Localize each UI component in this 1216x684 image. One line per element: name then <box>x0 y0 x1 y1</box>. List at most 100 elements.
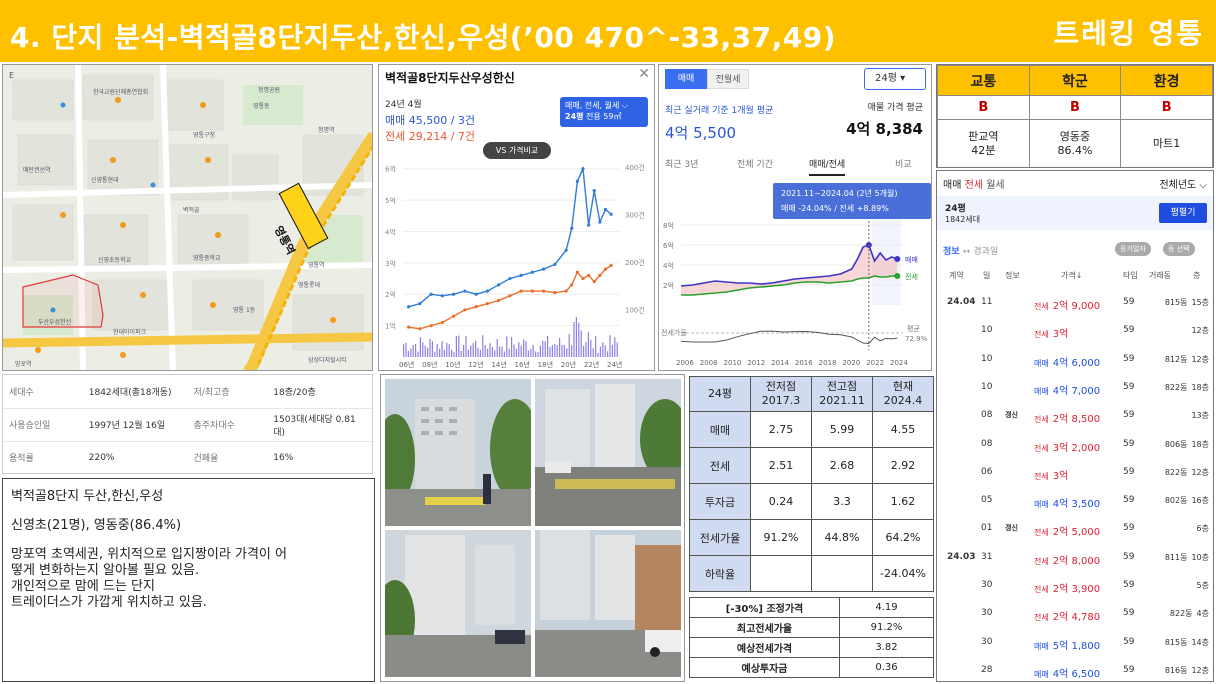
volume-bar <box>415 343 417 357</box>
summary-value: 3.82 <box>839 637 934 658</box>
price-cell: 2.75 <box>750 411 812 448</box>
memo-line: 신영초(21명), 영동중(86.4%) <box>11 518 182 533</box>
volume-bar <box>515 348 517 357</box>
transaction-row[interactable]: 08 59 806동 18층 전세 3억 2,000 <box>937 431 1213 459</box>
price-cell: 3.3 <box>811 483 873 520</box>
location-map[interactable]: 한국교원단체총연합회 영통동 청명역 매탄권선역 영통구청 신영통현대 벽적골 … <box>2 64 373 371</box>
data-point <box>429 324 433 328</box>
data-point <box>497 298 501 303</box>
size-select[interactable]: 24평 ▾ <box>864 68 926 90</box>
volume-bar <box>616 342 618 357</box>
map-label: 현대아이파크 <box>113 329 147 336</box>
row-dong-floor: 806동 18층 <box>1165 439 1209 450</box>
row-deal-type: 매매 <box>1034 358 1049 368</box>
recent-avg-value: 4억 5,500 <box>665 124 737 142</box>
row-dong-floor: 5층 <box>1193 580 1209 591</box>
transaction-row[interactable]: 28 59 816동 12층 매매 4억 6,500 <box>937 657 1213 681</box>
row-price-value: 2억 8,000 <box>1052 555 1101 567</box>
price-row-label: 전세가율 <box>689 519 751 556</box>
map-label: E <box>9 71 15 80</box>
volume-bar <box>571 345 573 357</box>
close-icon[interactable]: ✕ <box>638 66 650 82</box>
y2-tick-label: 400건 <box>625 163 645 172</box>
info-key: 총주차대수 <box>187 408 268 442</box>
tab-compare[interactable]: 비교 <box>895 160 912 170</box>
photo-apartment-3[interactable] <box>385 530 531 677</box>
listing-avg-label: 매물 가격 평균 <box>867 103 923 113</box>
tab-sale-jeonse[interactable]: 매매/전세 <box>809 157 846 176</box>
photo-apartment-2[interactable] <box>535 379 681 526</box>
data-point <box>530 270 534 274</box>
row-area: 59 <box>1123 353 1135 364</box>
price-cell <box>811 555 873 592</box>
tab-jeonse[interactable]: 전세 <box>964 180 983 191</box>
transaction-row[interactable]: 06 59 822동 12층 전세 3억 <box>937 459 1213 487</box>
x-tick-label: 2022 <box>866 359 884 367</box>
transaction-row[interactable]: 10 59 12층 전세 3억 <box>937 317 1213 345</box>
volume-bar <box>506 336 508 357</box>
deal-filter-dropdown[interactable]: 매매, 전세, 월세 ⌵ 24평 전용 59㎡ <box>560 97 648 127</box>
score-detail: 마트1 <box>1120 119 1213 167</box>
price-cell: 2.68 <box>811 447 873 484</box>
tab-recent-3y[interactable]: 최근 3년 <box>665 160 699 170</box>
transaction-row[interactable]: 01 갱신 59 6층 전세 2억 5,000 <box>937 515 1213 543</box>
tab-all-period[interactable]: 전체 기간 <box>737 160 773 170</box>
caret-down-icon: ▾ <box>900 73 906 84</box>
tab-sale[interactable]: 매매 <box>943 180 962 191</box>
row-price: 매매 5억 1,800 <box>1034 637 1100 652</box>
row-dong-floor: 816동 12층 <box>1165 665 1209 676</box>
data-point <box>519 273 523 277</box>
info-label: 정보 <box>943 247 960 257</box>
tab-rent[interactable]: 전월세 <box>707 69 749 89</box>
col-price[interactable]: 가격↓ <box>1061 271 1083 280</box>
summary-value: 4.19 <box>839 597 934 618</box>
transaction-row[interactable]: 10 59 812동 12층 매매 4억 6,000 <box>937 346 1213 374</box>
volume-bar <box>410 348 412 357</box>
transaction-row[interactable]: 24.04 11 59 815동 15층 전세 2억 9,000 <box>937 289 1213 317</box>
transaction-row[interactable]: 08 갱신 59 13층 전세 2억 8,500 <box>937 402 1213 430</box>
photo-apartment-4[interactable] <box>535 530 681 677</box>
transaction-row[interactable]: 30 59 5층 전세 2억 3,900 <box>937 572 1213 600</box>
transaction-row[interactable]: 30 59 822동 4층 전세 2억 4,780 <box>937 600 1213 628</box>
volume-bar <box>484 344 486 357</box>
compare-button[interactable]: VS 가격비교 <box>483 142 551 159</box>
transaction-row[interactable]: 30 59 815동 14층 매매 5억 1,800 <box>937 629 1213 657</box>
volume-bar <box>451 349 453 357</box>
memo-line: 떻게 변화하는지 알아볼 필요 있음. <box>11 563 200 578</box>
registry-date-button[interactable]: 등기일자 <box>1115 242 1151 256</box>
transaction-row[interactable]: 05 59 802동 16층 매매 4억 3,500 <box>937 487 1213 515</box>
volume-bar <box>436 344 438 357</box>
volume-bar <box>614 337 616 357</box>
row-price: 전세 2억 8,500 <box>1034 410 1100 425</box>
size-toggle-button[interactable]: 평펼기 <box>1159 203 1207 223</box>
row-day: 30 <box>981 636 993 647</box>
row-day: 08 <box>981 438 993 449</box>
y2-tick-label: 200건 <box>625 258 645 267</box>
info-key: 세대수 <box>3 375 83 409</box>
volume-bar <box>599 346 601 357</box>
transaction-row[interactable]: 24.03 31 59 811동 10층 전세 2억 8,000 <box>937 544 1213 572</box>
memo-line: 벽적골8단지 두산,한신,우성 <box>11 489 164 504</box>
photo-apartment-1[interactable] <box>385 379 531 526</box>
volume-bar <box>503 351 505 357</box>
volume-bar <box>407 350 409 357</box>
row-price: 전세 2억 5,000 <box>1034 523 1100 538</box>
row-price: 전세 3억 <box>1034 467 1068 482</box>
dong-select-button[interactable]: 동 선택 <box>1163 242 1195 256</box>
tab-monthly[interactable]: 월세 <box>986 180 1005 191</box>
row-day: 10 <box>981 325 993 336</box>
volume-bar <box>578 322 580 357</box>
volume-bar <box>472 343 474 357</box>
page-title: 4. 단지 분석-벽적골8단지두산,한신,우성(’00 470^-33,37,4… <box>10 21 837 54</box>
year-filter[interactable]: 전체년도 ⌵ <box>1159 180 1207 191</box>
tab-sale[interactable]: 매매 <box>665 69 707 89</box>
transaction-row[interactable]: 10 59 822동 18층 매매 4억 7,000 <box>937 374 1213 402</box>
data-point <box>530 289 534 293</box>
volume-bar <box>489 343 491 357</box>
row-dong: 811동 <box>1164 552 1188 562</box>
volume-bar <box>527 350 529 357</box>
price-header: 전저점 2017.3 <box>750 376 812 412</box>
volume-bar <box>604 345 606 357</box>
info-toggle[interactable]: 정보 ↔ 경과일 <box>943 244 998 257</box>
price-history-chart: 1억 2억 3억 4억 5억 6억 100건 200건 300건 400건 06년 08년 10년 12년… <box>385 163 645 369</box>
